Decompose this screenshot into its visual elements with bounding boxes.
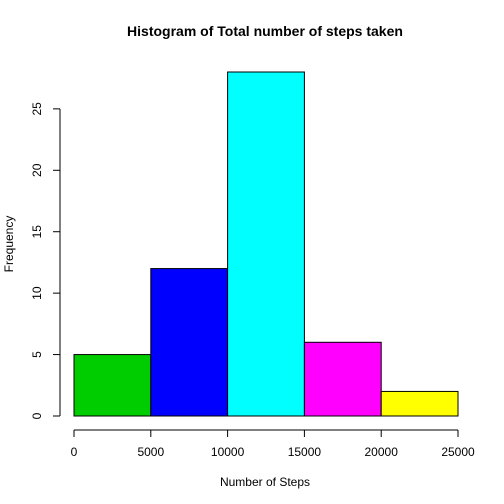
y-tick-label: 15 <box>30 225 44 239</box>
x-tick-label: 0 <box>71 445 78 459</box>
y-tick-label: 0 <box>30 412 44 419</box>
x-tick-label: 10000 <box>211 445 245 459</box>
histogram-bar-3 <box>304 342 381 416</box>
x-tick-label: 15000 <box>288 445 322 459</box>
y-tick-label: 10 <box>30 286 44 300</box>
y-tick-label: 25 <box>30 102 44 116</box>
histogram-bar-1 <box>151 269 228 416</box>
x-tick-label: 25000 <box>441 445 475 459</box>
y-axis-label: Frequency <box>2 216 16 273</box>
y-tick-label: 5 <box>30 351 44 358</box>
y-tick-label: 20 <box>30 163 44 177</box>
histogram-bar-0 <box>74 355 151 416</box>
bars-group <box>74 72 458 416</box>
histogram-bar-2 <box>228 72 305 416</box>
x-axis-label: Number of Steps <box>220 475 310 489</box>
y-axis: 0 5 10 15 20 25 <box>30 102 60 419</box>
histogram-bar-4 <box>381 391 458 416</box>
x-tick-label: 5000 <box>137 445 164 459</box>
x-axis: 0 5000 10000 15000 20000 25000 <box>71 430 475 459</box>
chart-title: Histogram of Total number of steps taken <box>127 23 403 39</box>
x-tick-label: 20000 <box>365 445 399 459</box>
